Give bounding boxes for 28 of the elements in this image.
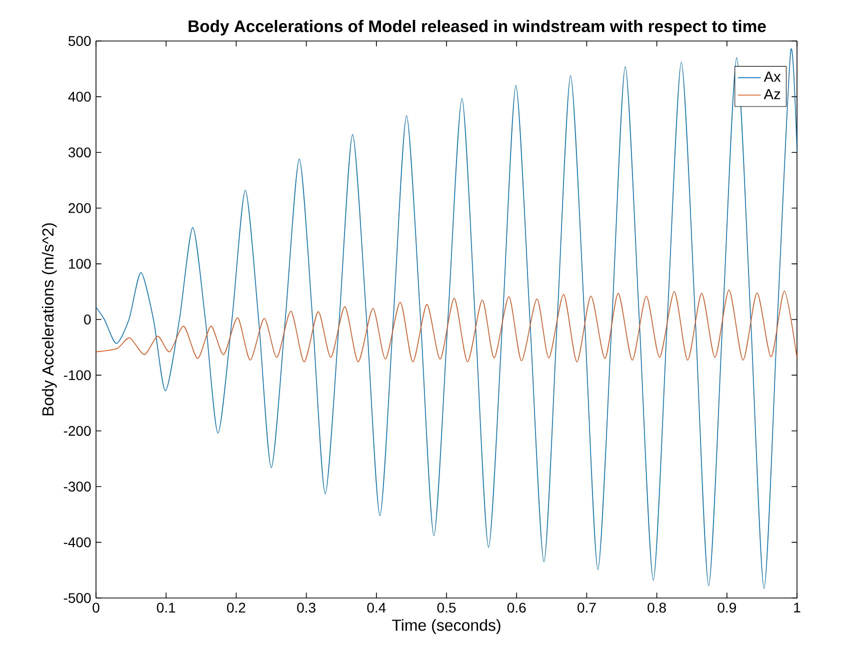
x-tick-label: 0.2 bbox=[227, 602, 246, 613]
x-tick-label: 0.5 bbox=[437, 602, 456, 613]
x-tick-label: 0.6 bbox=[507, 602, 526, 613]
y-tick-label: 300 bbox=[68, 147, 91, 158]
y-tick-label: -200 bbox=[64, 426, 91, 436]
x-tick-label: 0.4 bbox=[367, 602, 386, 613]
x-tick-label: 0.3 bbox=[297, 602, 316, 613]
y-tick-label: 400 bbox=[68, 92, 91, 102]
y-tick-label: 200 bbox=[68, 203, 91, 214]
y-tick-label: -500 bbox=[64, 593, 91, 603]
y-tick-label: -400 bbox=[64, 537, 91, 548]
legend-label: Ax bbox=[764, 72, 781, 82]
x-tick-label: 0.9 bbox=[718, 602, 736, 613]
y-tick-label: 500 bbox=[68, 36, 91, 46]
x-tick-label: 0 bbox=[92, 602, 100, 613]
x-tick-label: 0.1 bbox=[156, 602, 176, 613]
line-series bbox=[96, 290, 798, 362]
x-tick-label: 0.7 bbox=[578, 602, 596, 613]
y-axis-title: Body Accelerations (m/s^2) bbox=[42, 223, 57, 416]
y-tick-label: 100 bbox=[69, 258, 91, 269]
x-axis-title: Time (seconds) bbox=[392, 619, 500, 634]
y-tick-label: 0 bbox=[84, 314, 91, 324]
legend-label: Az bbox=[764, 89, 780, 100]
x-tick-label: 1 bbox=[794, 602, 800, 612]
chart-title: Body Accelerations of Model released in windstream with respect to time bbox=[188, 20, 766, 36]
x-tick-label: 0.8 bbox=[648, 602, 666, 613]
y-tick-label: -100 bbox=[64, 370, 91, 380]
y-tick-label: -300 bbox=[64, 482, 91, 492]
